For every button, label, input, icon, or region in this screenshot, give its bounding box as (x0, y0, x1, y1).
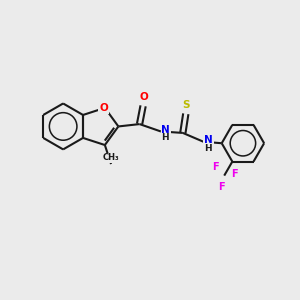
Text: F: F (231, 169, 238, 179)
Text: O: O (99, 103, 108, 113)
Text: S: S (183, 100, 190, 110)
Text: CH₃: CH₃ (103, 153, 119, 162)
Text: H: H (204, 144, 212, 153)
Text: N: N (204, 135, 213, 145)
Text: F: F (218, 182, 225, 192)
Text: N: N (161, 125, 170, 135)
Text: O: O (139, 92, 148, 102)
Text: H: H (161, 134, 169, 142)
Text: F: F (212, 162, 219, 172)
